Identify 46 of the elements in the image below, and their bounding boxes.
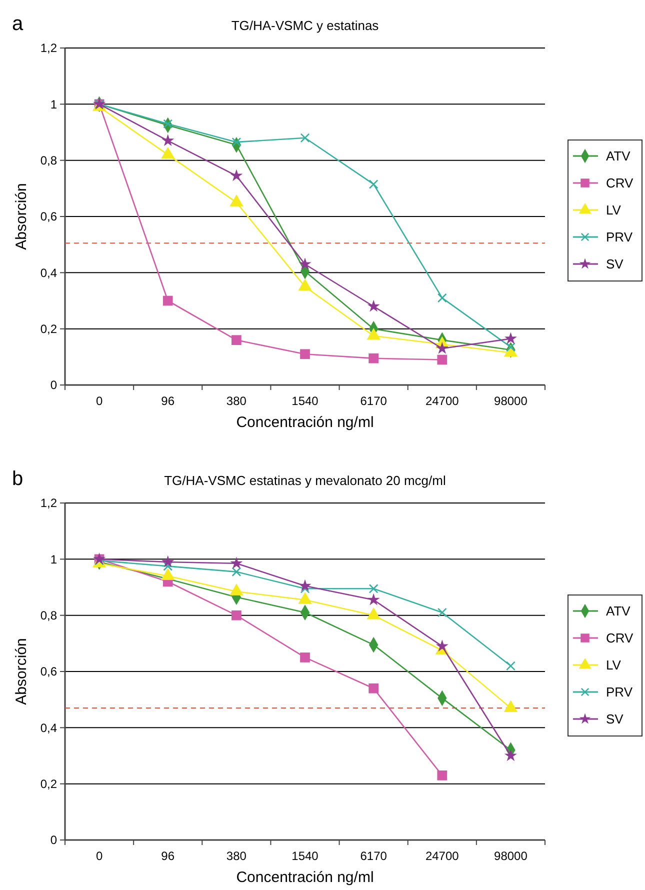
text: b	[12, 468, 24, 490]
legend-label: ATV	[606, 604, 631, 619]
x-tick-label: 380	[226, 849, 247, 863]
y-tick-label: 0	[50, 378, 58, 392]
x-tick-label: 1540	[292, 849, 319, 863]
legend-label: SV	[606, 256, 624, 272]
legend-label: PRV	[606, 684, 633, 700]
x-tick-label: 98000	[494, 849, 528, 863]
x-tick-label: 96	[161, 394, 175, 408]
x-tick-label: 0	[96, 394, 103, 408]
chart-title: TG/HA-VSMC estatinas y mevalonato 20 mcg/ml	[164, 473, 446, 488]
legend-label: LV	[606, 202, 622, 218]
x-tick-label: 24700	[425, 849, 460, 863]
legend-label: CRV	[606, 176, 634, 191]
y-tick-label: 1	[50, 97, 58, 112]
y-tick-label: 0,2	[40, 322, 58, 336]
x-axis-title: Concentración ng/ml	[236, 414, 374, 431]
x-tick-label: 1540	[292, 394, 319, 408]
legend-label: CRV	[606, 630, 634, 646]
y-tick-label: 0,8	[40, 154, 58, 168]
x-tick-label: 380	[226, 394, 247, 408]
y-tick-label: 0,6	[40, 210, 58, 224]
text: a	[12, 13, 24, 35]
y-tick-label: 1,2	[40, 496, 58, 510]
x-tick-label: 24700	[425, 394, 460, 408]
x-axis-title: Concentración ng/ml	[236, 869, 374, 886]
x-tick-label: 6170	[360, 849, 388, 863]
y-axis-title: Absorción	[13, 638, 30, 705]
x-tick-label: 96	[161, 849, 175, 863]
x-tick-label: 6170	[360, 394, 388, 408]
y-tick-label: 0,2	[40, 777, 58, 792]
y-tick-label: 0,4	[40, 266, 58, 280]
y-axis-title: Absorción	[13, 183, 30, 250]
legend-label: PRV	[606, 230, 633, 245]
y-tick-label: 0,4	[40, 720, 58, 735]
x-tick-label: 98000	[494, 394, 528, 408]
y-tick-label: 0	[50, 833, 58, 848]
x-tick-label: 0	[96, 849, 103, 863]
chart-title: TG/HA-VSMC y estatinas	[231, 18, 380, 33]
y-tick-label: 0,6	[40, 664, 58, 679]
y-tick-label: 0,8	[40, 608, 58, 623]
y-tick-label: 1	[50, 552, 58, 566]
legend-label: LV	[606, 658, 622, 673]
legend-label: ATV	[606, 148, 631, 164]
y-tick-label: 1,2	[40, 41, 58, 56]
legend-label: SV	[606, 712, 624, 727]
